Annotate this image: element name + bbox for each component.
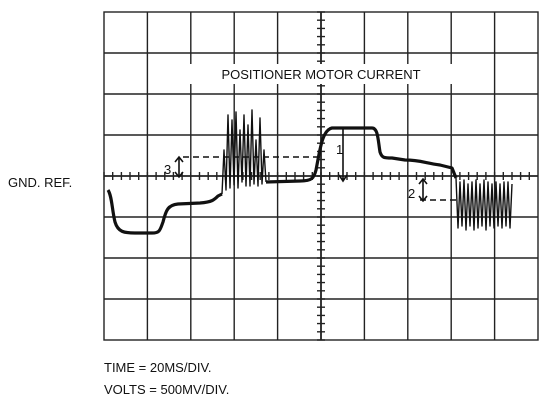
- scope-title: POSITIONER MOTOR CURRENT: [221, 67, 420, 82]
- marker-label: 3: [164, 162, 171, 177]
- title-backdrop: [185, 64, 459, 84]
- marker-label: 1: [336, 142, 343, 157]
- footer-line: VOLTS = 500MV/DIV.: [104, 382, 229, 397]
- marker-label: 2: [408, 186, 415, 201]
- trace: [106, 109, 513, 235]
- level-indicators: [174, 129, 458, 203]
- ground-label: GND. REF.: [8, 175, 72, 190]
- footer-line: TIME = 20MS/DIV.: [104, 360, 212, 375]
